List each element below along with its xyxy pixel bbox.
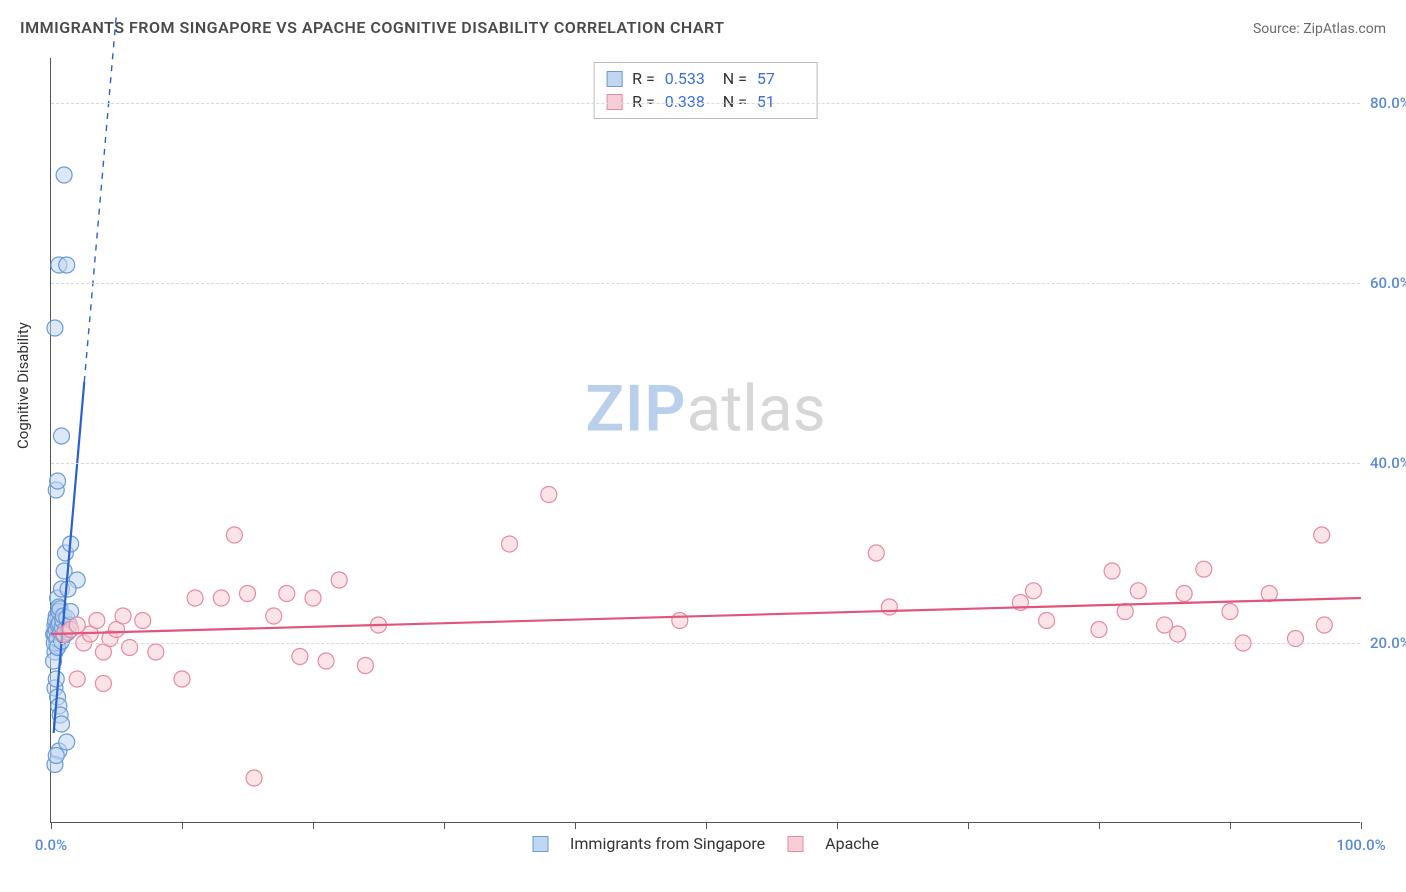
scatter-point [357, 658, 373, 674]
scatter-point [59, 257, 75, 273]
scatter-point [53, 428, 69, 444]
y-tick-label: 20.0% [1364, 634, 1406, 652]
y-axis-title: Cognitive Disability [14, 322, 32, 449]
scatter-point [1196, 561, 1212, 577]
swatch-blue-icon [606, 71, 622, 87]
scatter-point [1039, 613, 1055, 629]
y-tick-label: 60.0% [1364, 274, 1406, 292]
scatter-point [50, 473, 66, 489]
scatter-point [1117, 604, 1133, 620]
x-tick [1099, 822, 1100, 829]
swatch-pink-icon [606, 94, 622, 110]
x-tick [1361, 822, 1362, 829]
x-tick [706, 822, 707, 829]
stats-box: R = 0.533 N = 57 R = 0.338 N = 51 [593, 62, 818, 119]
scatter-point [1170, 626, 1186, 642]
plot-area: Cognitive Disability ZIPatlas R = 0.533 … [50, 58, 1360, 823]
r-label: R = [632, 67, 655, 90]
source-label: Source: ZipAtlas.com [1253, 21, 1386, 37]
gridline [51, 283, 1360, 284]
scatter-point [672, 613, 688, 629]
scatter-point [868, 545, 884, 561]
scatter-point [541, 487, 557, 503]
scatter-point [122, 640, 138, 656]
scatter-point [1026, 583, 1042, 599]
scatter-point [1288, 631, 1304, 647]
scatter-point [213, 590, 229, 606]
scatter-point [47, 320, 63, 336]
scatter-point [1261, 586, 1277, 602]
x-tick [51, 822, 52, 829]
scatter-point [240, 586, 256, 602]
scatter-point [95, 676, 111, 692]
scatter-point [48, 748, 64, 764]
x-tick-label: 100.0% [1336, 836, 1385, 854]
x-tick [575, 822, 576, 829]
x-tick [1230, 822, 1231, 829]
legend-label: Immigrants from Singapore [570, 834, 765, 853]
r-value: 0.533 [665, 67, 713, 90]
trend-line-dashed [84, 13, 116, 382]
r-value: 0.338 [665, 90, 713, 113]
scatter-point [502, 536, 518, 552]
scatter-point [115, 608, 131, 624]
n-label: N = [723, 90, 747, 113]
scatter-point [226, 527, 242, 543]
n-value: 57 [757, 67, 805, 90]
swatch-pink-icon [787, 836, 803, 852]
scatter-point [1091, 622, 1107, 638]
scatter-point [69, 671, 85, 687]
title-bar: IMMIGRANTS FROM SINGAPORE VS APACHE COGN… [20, 18, 1386, 37]
chart-title: IMMIGRANTS FROM SINGAPORE VS APACHE COGN… [20, 18, 725, 37]
scatter-point [59, 734, 75, 750]
gridline [51, 643, 1360, 644]
stats-row: R = 0.533 N = 57 [606, 67, 805, 90]
scatter-point [881, 599, 897, 615]
gridline [51, 463, 1360, 464]
scatter-point [246, 770, 262, 786]
stats-row: R = 0.338 N = 51 [606, 90, 805, 113]
gridline [51, 103, 1360, 104]
n-value: 51 [757, 90, 805, 113]
legend: Immigrants from Singapore Apache [518, 831, 893, 856]
y-tick-label: 40.0% [1364, 454, 1406, 472]
x-tick-label: 0.0% [35, 836, 67, 854]
scatter-point [1314, 527, 1330, 543]
swatch-blue-icon [532, 836, 548, 852]
scatter-point [60, 581, 76, 597]
y-tick-label: 80.0% [1364, 94, 1406, 112]
x-tick [837, 822, 838, 829]
scatter-point [1222, 604, 1238, 620]
scatter-point [174, 671, 190, 687]
n-label: N = [723, 67, 747, 90]
scatter-svg [51, 58, 1360, 822]
scatter-point [148, 644, 164, 660]
scatter-point [1130, 583, 1146, 599]
scatter-point [187, 590, 203, 606]
scatter-point [266, 608, 282, 624]
scatter-point [292, 649, 308, 665]
scatter-point [48, 671, 64, 687]
scatter-point [331, 572, 347, 588]
scatter-point [56, 167, 72, 183]
scatter-point [135, 613, 151, 629]
scatter-point [318, 653, 334, 669]
scatter-point [279, 586, 295, 602]
scatter-point [1104, 563, 1120, 579]
x-tick [968, 822, 969, 829]
scatter-point [305, 590, 321, 606]
scatter-point [89, 613, 105, 629]
legend-label: Apache [825, 834, 879, 853]
x-tick [182, 822, 183, 829]
scatter-point [1316, 617, 1332, 633]
r-label: R = [632, 90, 655, 113]
x-tick [313, 822, 314, 829]
scatter-point [1176, 586, 1192, 602]
x-tick [444, 822, 445, 829]
